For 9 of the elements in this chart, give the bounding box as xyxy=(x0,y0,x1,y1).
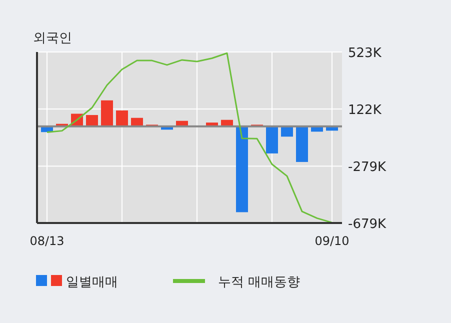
y-tick-label: -679K xyxy=(348,217,387,232)
chart-title: 외국인 xyxy=(33,31,72,46)
legend-label: 누적 매매동향 xyxy=(218,275,300,290)
y-tick-label: -279K xyxy=(348,160,387,176)
legend-label: 일별매매 xyxy=(66,275,118,290)
x-tick-label: 09/10 xyxy=(314,234,350,248)
x-tick-label: 08/13 xyxy=(30,234,64,248)
y-tick-label: 122K xyxy=(348,103,382,118)
y-tick-label: 523K xyxy=(348,46,382,61)
